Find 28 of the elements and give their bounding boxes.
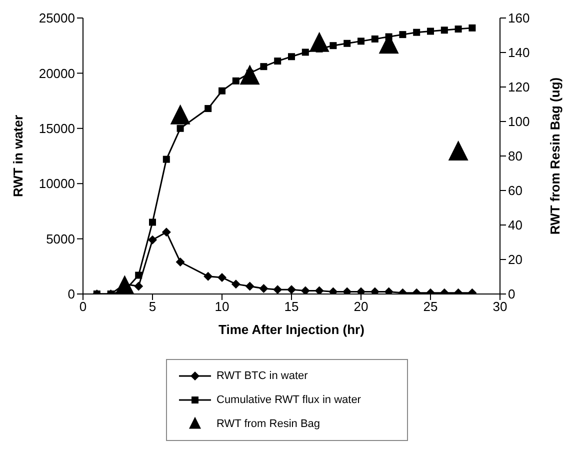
x-tick-label: 5 — [148, 299, 156, 314]
y2-tick-label: 120 — [508, 80, 530, 95]
y2-tick-label: 160 — [508, 10, 530, 26]
x-tick-label: 15 — [284, 299, 299, 314]
legend-label: RWT BTC in water — [216, 370, 308, 382]
y2-tick-label: 20 — [508, 252, 522, 268]
x-tick-label: 10 — [214, 299, 230, 314]
y2-tick-label: 0 — [508, 286, 516, 302]
x-tick-label: 20 — [354, 299, 368, 314]
y2-tick-label: 60 — [508, 183, 522, 198]
y2-tick-label: 40 — [508, 218, 522, 233]
y-axis-title: RWT in water — [10, 114, 26, 198]
x-tick-label: 25 — [423, 299, 438, 314]
x-tick-label: 0 — [79, 299, 87, 314]
x-axis-title: Time After Injection (hr) — [218, 322, 364, 337]
y-tick-label: 5000 — [46, 231, 75, 246]
y2-tick-label: 100 — [508, 114, 530, 130]
x-tick-label: 30 — [492, 299, 508, 314]
legend-label: Cumulative RWT flux in water — [216, 394, 361, 406]
y2-tick-label: 140 — [508, 45, 530, 60]
y2-tick-label: 80 — [508, 148, 522, 164]
legend-label: RWT from Resin Bag — [216, 418, 320, 430]
y-tick-label: 25000 — [38, 10, 75, 26]
y-tick-label: 10000 — [38, 176, 75, 192]
y2-axis-title: RWT from Resin Bag (ug) — [548, 77, 563, 235]
y-tick-label: 0 — [68, 286, 75, 302]
y-tick-label: 15000 — [38, 121, 75, 136]
y-tick-label: 20000 — [38, 66, 75, 81]
